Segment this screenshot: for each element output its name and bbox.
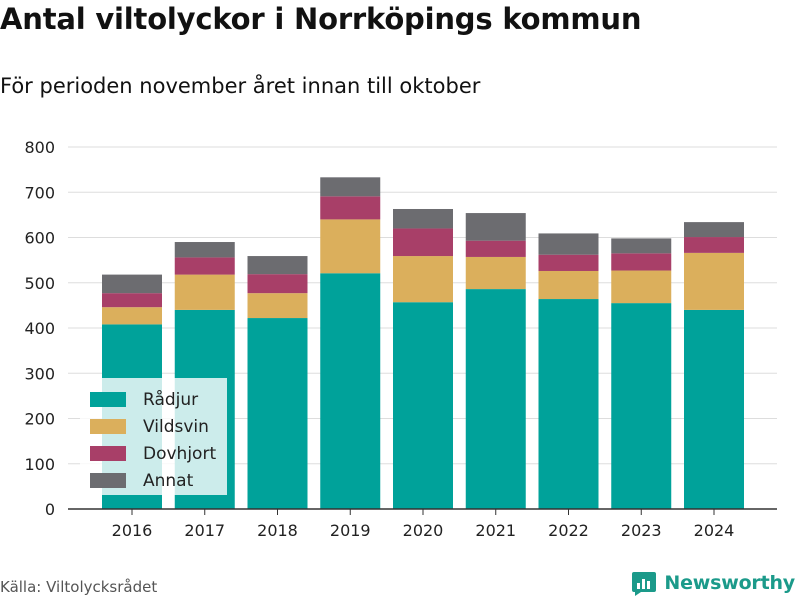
bar-segment-2018-rådjur	[247, 318, 308, 509]
bar-segment-2019-vildsvin	[320, 219, 381, 274]
x-tick-label: 2016	[112, 521, 153, 540]
bar-segment-2022-rådjur	[538, 299, 599, 509]
chart-title: Antal viltolyckor i Norrköpings kommun	[0, 2, 642, 36]
bar-segment-2024-dovhjort	[684, 237, 744, 253]
chart-subtitle: För perioden november året innan till ok…	[0, 74, 481, 98]
y-tick-label: 100	[24, 455, 55, 474]
bar-segment-2024-annat	[684, 222, 744, 238]
bar-segment-2021-annat	[465, 213, 526, 241]
legend-item-dovhjort: Dovhjort	[90, 440, 227, 467]
bar-segment-2021-dovhjort	[465, 240, 526, 257]
bar-segment-2023-vildsvin	[611, 270, 672, 304]
bar-segment-2023-rådjur	[611, 303, 672, 509]
y-tick-label: 600	[24, 229, 55, 248]
bar-segment-2016-vildsvin	[102, 307, 162, 325]
newsworthy-logo-icon	[632, 572, 657, 596]
bar-segment-2021-rådjur	[465, 289, 526, 509]
x-axis: 2016 2017 2018 2019 2020 2021 2022 2023 2024	[112, 509, 735, 540]
legend-item-radjur: Rådjur	[90, 386, 227, 413]
bar-segment-2019-rådjur	[320, 273, 381, 509]
legend-swatch-dovhjort	[90, 446, 126, 461]
legend-item-vildsvin: Vildsvin	[90, 413, 227, 440]
x-tick-label: 2017	[184, 521, 225, 540]
x-tick-label: 2018	[257, 521, 298, 540]
y-tick-label: 800	[24, 138, 55, 157]
x-tick-label: 2023	[621, 521, 662, 540]
y-tick-label: 200	[24, 410, 55, 429]
y-tick-label: 400	[24, 319, 55, 338]
bar-segment-2018-annat	[247, 256, 308, 275]
bar-segment-2024-rådjur	[684, 309, 744, 509]
bar-segment-2022-annat	[538, 233, 599, 255]
bar-segment-2017-vildsvin	[174, 274, 235, 310]
bar-segment-2019-annat	[320, 177, 381, 197]
bar-segment-2020-dovhjort	[393, 228, 453, 257]
bar-segment-2024-vildsvin	[684, 252, 744, 310]
bar-segment-2020-vildsvin	[393, 256, 453, 303]
legend-label-radjur: Rådjur	[143, 389, 199, 410]
bar-segment-2017-dovhjort	[174, 257, 235, 275]
legend-label-vildsvin: Vildsvin	[143, 416, 209, 437]
bar-segment-2018-dovhjort	[247, 274, 308, 294]
bar-segment-2022-dovhjort	[538, 254, 599, 271]
x-tick-label: 2021	[475, 521, 516, 540]
bar-segment-2020-rådjur	[393, 302, 453, 509]
bar-segment-2021-vildsvin	[465, 256, 526, 290]
x-tick-label: 2024	[694, 521, 735, 540]
x-tick-label: 2022	[548, 521, 589, 540]
bar-segment-2016-dovhjort	[102, 293, 162, 308]
bar-segment-2022-vildsvin	[538, 270, 599, 300]
y-tick-label: 0	[45, 500, 55, 519]
legend-label-dovhjort: Dovhjort	[143, 443, 217, 464]
legend-swatch-radjur	[90, 392, 126, 407]
legend-swatch-vildsvin	[90, 419, 126, 434]
bar-segment-2023-annat	[611, 238, 672, 254]
y-tick-label: 500	[24, 274, 55, 293]
y-axis: 0 100 200 300 400 500 600 700 800	[24, 138, 55, 519]
bar-segment-2023-dovhjort	[611, 253, 672, 271]
bar-segment-2017-annat	[174, 242, 235, 258]
y-tick-label: 300	[24, 364, 55, 383]
legend: Rådjur Vildsvin Dovhjort Annat	[80, 378, 227, 495]
source-note: Källa: Viltolycksrådet	[0, 578, 158, 596]
bar-segment-2020-annat	[393, 208, 453, 229]
legend-swatch-annat	[90, 473, 126, 488]
x-tick-label: 2020	[403, 521, 444, 540]
bar-segment-2016-annat	[102, 274, 162, 294]
y-tick-label: 700	[24, 183, 55, 202]
bar-segment-2019-dovhjort	[320, 196, 381, 220]
legend-item-annat: Annat	[90, 467, 227, 494]
x-tick-label: 2019	[330, 521, 371, 540]
legend-label-annat: Annat	[143, 470, 194, 491]
brand-logo[interactable]: Newsworthy	[631, 570, 795, 596]
brand-name: Newsworthy	[664, 572, 795, 594]
bar-segment-2018-vildsvin	[247, 293, 308, 319]
